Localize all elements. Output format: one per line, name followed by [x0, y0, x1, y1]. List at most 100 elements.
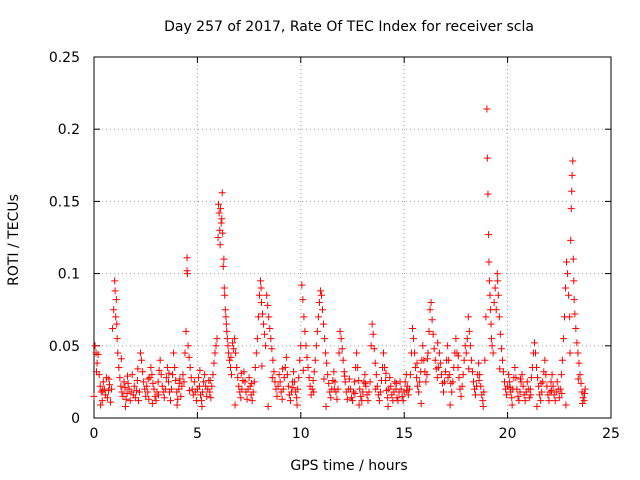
- data-point: [533, 402, 541, 410]
- data-point: [161, 385, 169, 393]
- data-point: [290, 368, 298, 376]
- data-point: [260, 320, 268, 328]
- data-point: [434, 363, 442, 371]
- data-point: [278, 395, 286, 403]
- data-point: [106, 381, 114, 389]
- data-point: [155, 366, 163, 374]
- data-point: [479, 402, 487, 410]
- data-point: [487, 335, 495, 343]
- data-point: [477, 382, 485, 390]
- data-point: [562, 401, 570, 409]
- data-point: [483, 105, 491, 113]
- data-point: [511, 363, 519, 371]
- data-point: [111, 287, 119, 295]
- data-point: [230, 345, 238, 353]
- data-point: [514, 392, 522, 400]
- data-point: [382, 369, 390, 377]
- data-point: [422, 378, 430, 386]
- data-point: [211, 349, 219, 357]
- y-tick-label: 0: [71, 411, 80, 427]
- data-point: [581, 389, 589, 397]
- data-point: [513, 385, 521, 393]
- data-point: [556, 385, 564, 393]
- grid-lines: [94, 57, 611, 418]
- data-point: [337, 335, 345, 343]
- data-point: [494, 277, 502, 285]
- data-point: [233, 363, 241, 371]
- data-point: [218, 189, 226, 197]
- data-point: [293, 401, 301, 409]
- data-point: [371, 359, 379, 367]
- data-point: [485, 231, 493, 239]
- data-point: [475, 359, 483, 367]
- data-point: [368, 320, 376, 328]
- data-point: [481, 356, 489, 364]
- data-point: [553, 378, 561, 386]
- data-point: [113, 335, 121, 343]
- data-point: [333, 395, 341, 403]
- data-point: [279, 385, 287, 393]
- data-point: [573, 339, 581, 347]
- data-point: [210, 359, 218, 367]
- x-tick-label: 10: [292, 426, 310, 442]
- data-point: [572, 324, 580, 332]
- data-point: [568, 171, 576, 179]
- data-point: [577, 379, 585, 387]
- data-point: [566, 349, 574, 357]
- data-point: [231, 401, 239, 409]
- data-point: [574, 375, 582, 383]
- data-point: [323, 359, 331, 367]
- data-point: [537, 397, 545, 405]
- data-point: [382, 376, 390, 384]
- data-point: [144, 388, 152, 396]
- data-point: [142, 392, 150, 400]
- data-point: [354, 363, 362, 371]
- data-point: [163, 363, 171, 371]
- data-point: [416, 378, 424, 386]
- data-point: [411, 349, 419, 357]
- data-point: [108, 385, 116, 393]
- data-point: [218, 215, 226, 223]
- data-point: [468, 368, 476, 376]
- data-point: [558, 356, 566, 364]
- data-point: [203, 392, 211, 400]
- data-point: [179, 371, 187, 379]
- data-point: [171, 363, 179, 371]
- data-point: [255, 291, 263, 299]
- data-point: [220, 255, 228, 263]
- chart-title: Day 257 of 2017, Rate Of TEC Index for r…: [164, 19, 534, 35]
- data-point: [316, 287, 324, 295]
- data-point: [223, 335, 231, 343]
- data-point: [446, 401, 454, 409]
- data-point: [346, 385, 354, 393]
- data-point: [299, 366, 307, 374]
- data-point: [503, 391, 511, 399]
- data-point: [214, 200, 222, 208]
- data-point: [423, 355, 431, 363]
- data-point: [460, 356, 468, 364]
- data-point: [515, 397, 523, 405]
- data-point: [324, 371, 332, 379]
- data-point: [568, 187, 576, 195]
- data-point: [209, 371, 217, 379]
- data-point: [229, 339, 237, 347]
- data-point: [153, 388, 161, 396]
- data-point: [183, 254, 191, 262]
- data-point: [475, 376, 483, 384]
- data-point: [426, 306, 434, 314]
- data-point: [569, 157, 577, 165]
- data-point: [367, 342, 375, 350]
- data-point: [508, 401, 516, 409]
- data-point: [207, 394, 215, 402]
- y-tick-label: 0.15: [49, 194, 80, 210]
- data-point: [419, 342, 427, 350]
- data-point: [523, 378, 531, 386]
- data-point: [420, 356, 428, 364]
- data-point: [92, 368, 100, 376]
- y-tick-label: 0.25: [49, 50, 80, 66]
- data-point: [157, 371, 165, 379]
- data-point: [266, 324, 274, 332]
- data-point: [133, 376, 141, 384]
- data-point: [158, 382, 166, 390]
- data-point: [489, 349, 497, 357]
